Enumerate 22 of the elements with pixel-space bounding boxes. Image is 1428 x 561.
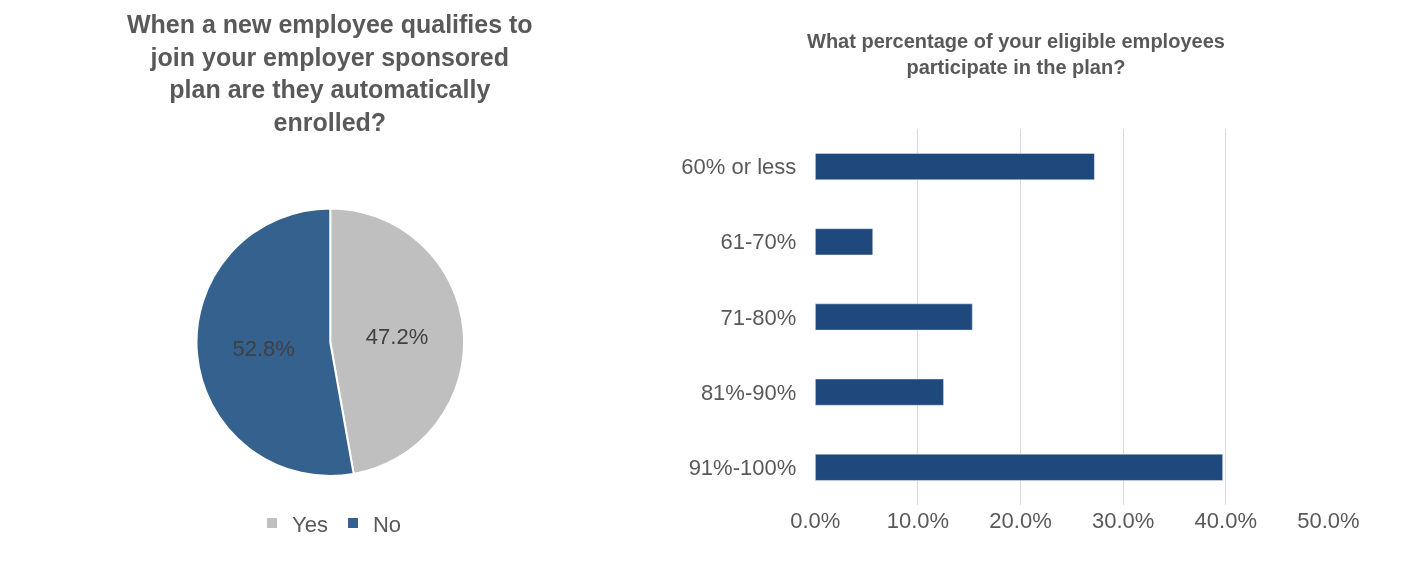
- legend-label: Yes: [292, 511, 328, 537]
- bar: [815, 303, 973, 331]
- x-tick-label: 50.0%: [1297, 507, 1360, 533]
- y-tick-label: 60% or less: [681, 154, 797, 180]
- x-tick-label: 20.0%: [989, 507, 1052, 533]
- chart-title: What percentage of your eligible employees participate in the plan?: [807, 30, 1225, 78]
- x-tick-label: 30.0%: [1091, 507, 1155, 533]
- bar: [815, 378, 944, 406]
- data-label: 47.2%: [365, 323, 429, 349]
- y-tick-label: 91%-100%: [688, 455, 797, 481]
- y-tick-label: 81%-90%: [700, 379, 797, 405]
- x-tick-label: 0.0%: [790, 507, 841, 533]
- bar: [815, 228, 873, 256]
- bar: [815, 153, 1095, 181]
- y-tick-label: 61-70%: [720, 229, 797, 255]
- y-tick-label: 71-80%: [720, 304, 797, 330]
- data-label: 52.8%: [232, 335, 295, 361]
- legend-label: No: [372, 511, 402, 537]
- x-tick-label: 10.0%: [886, 507, 950, 533]
- chart-title: When a new employee qualifies to join your employer sponsored plan are they automatically enrolled?: [127, 10, 533, 136]
- bar: [815, 453, 1223, 481]
- x-tick-label: 40.0%: [1194, 507, 1257, 533]
